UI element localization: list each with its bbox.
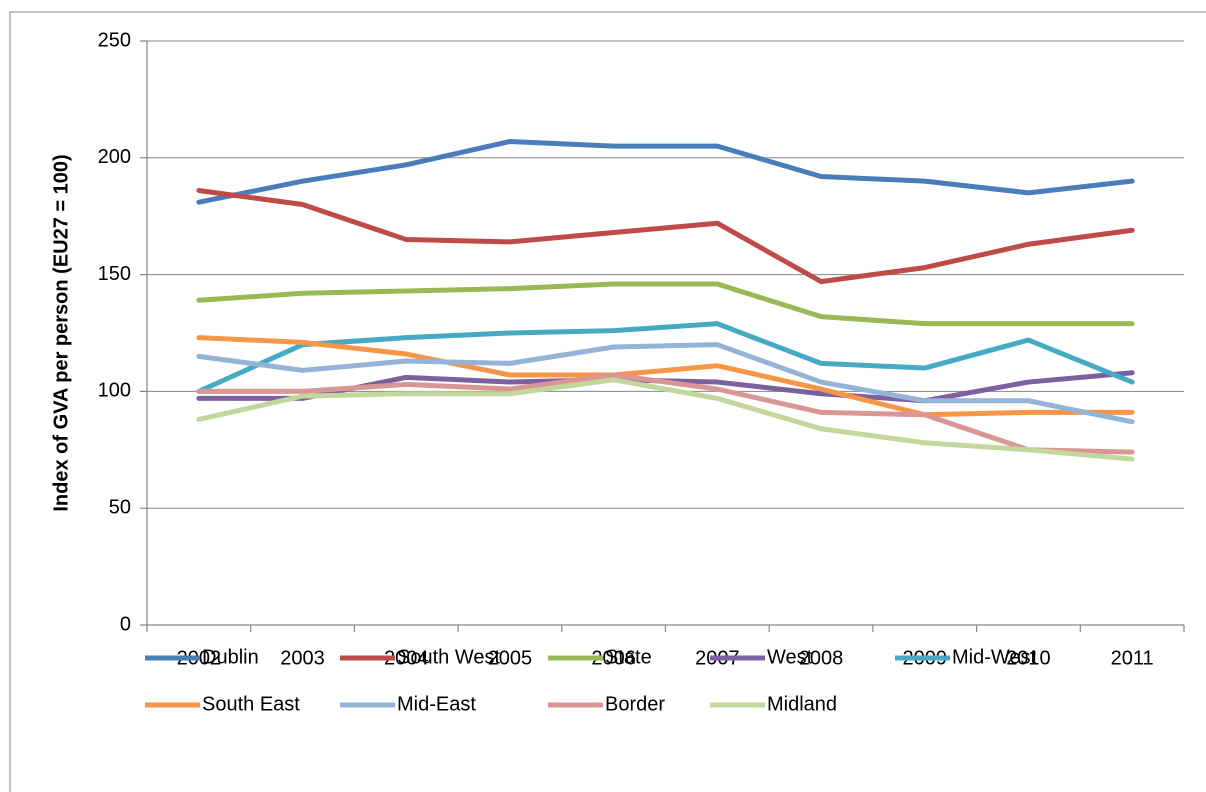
x-tick-label: 2005: [488, 647, 533, 669]
y-tick-label: 150: [98, 263, 131, 285]
y-tick-label: 250: [98, 29, 131, 51]
x-tick-label: 2010: [1006, 647, 1051, 669]
series-line: [196, 342, 1135, 425]
series-line: [196, 138, 1135, 205]
y-axis-label: Index of GVA per person (EU27 = 100): [50, 154, 72, 511]
series-line: [196, 321, 1135, 394]
chart-frame: [9, 11, 1206, 792]
legend-label: State: [605, 646, 652, 668]
series-line: [196, 335, 1135, 418]
legend-label: Dublin: [202, 646, 259, 668]
y-tick-label: 200: [98, 146, 131, 168]
x-tick-label: 2003: [280, 647, 325, 669]
legend-label: West: [767, 646, 813, 668]
legend-label: Mid-East: [397, 693, 476, 715]
x-tick-label: 2011: [1111, 647, 1154, 669]
y-tick-label: 50: [109, 496, 131, 518]
legend-label: Mid-West: [952, 646, 1037, 668]
legend-label: South East: [202, 693, 300, 715]
x-tick-label: 2004: [384, 647, 429, 669]
y-tick-label: 0: [120, 613, 131, 635]
series-line: [196, 372, 1135, 455]
y-tick-label: 100: [98, 380, 131, 402]
legend-label: Midland: [767, 693, 837, 715]
x-tick-label: 2006: [591, 647, 636, 669]
x-tick-label: 2008: [799, 647, 844, 669]
series-line: [196, 377, 1135, 462]
legend-label: Border: [605, 693, 665, 715]
legend-label: South West: [397, 646, 500, 668]
series-line: [196, 281, 1135, 327]
series-line: [196, 188, 1135, 285]
